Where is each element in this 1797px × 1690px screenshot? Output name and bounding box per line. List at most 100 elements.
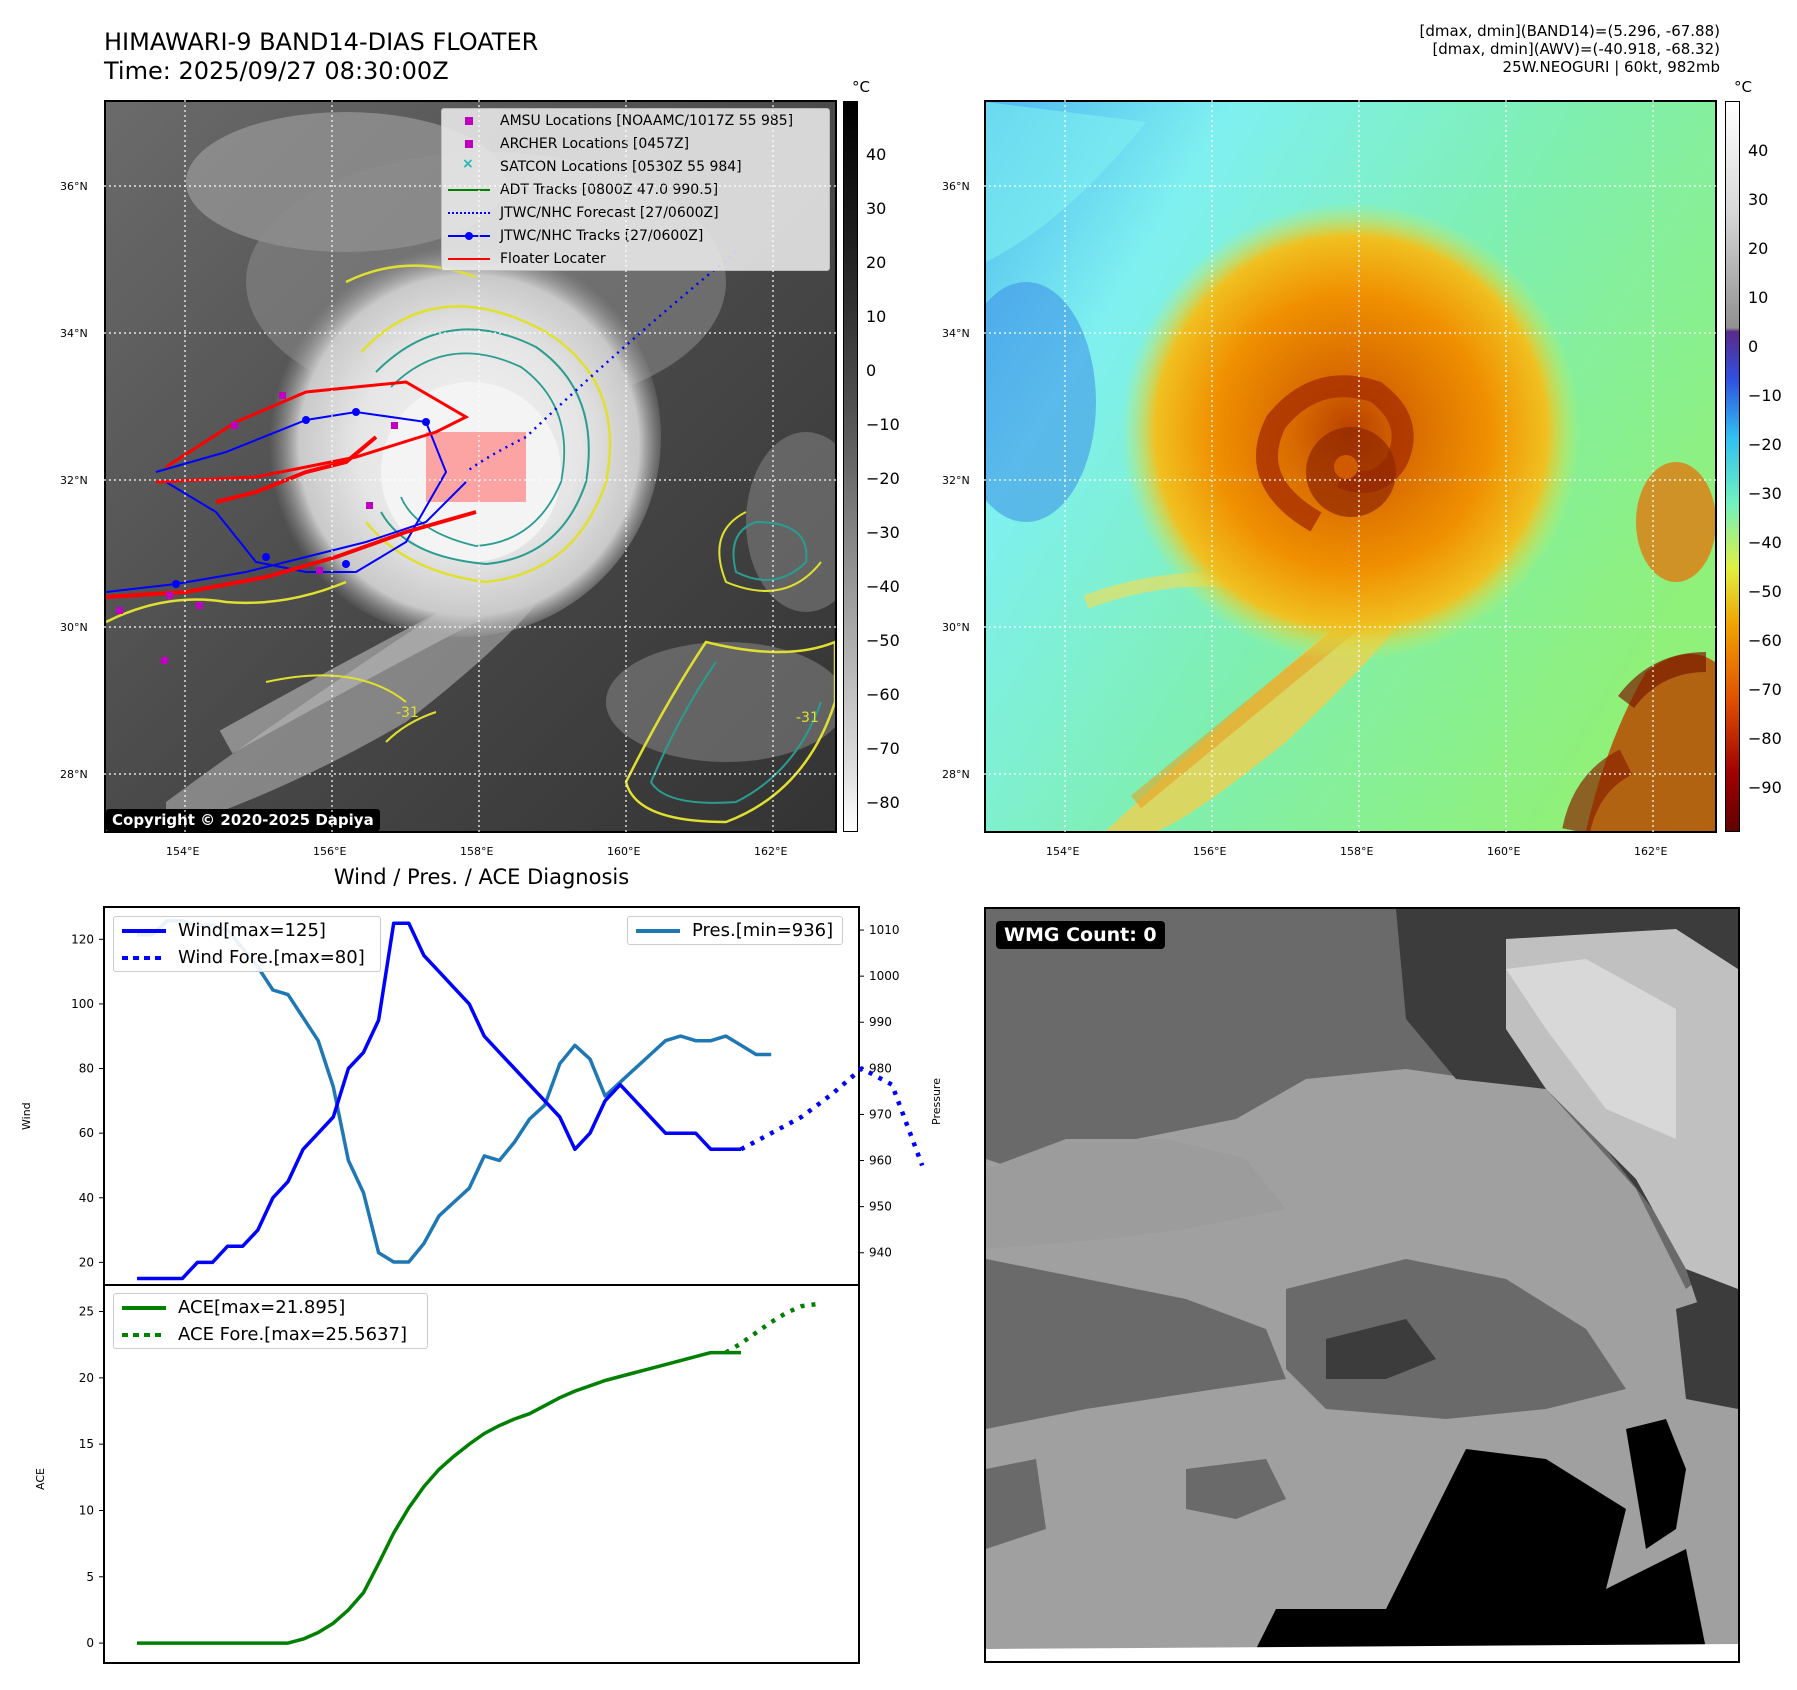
ace-tick-label: 25 (79, 1305, 94, 1319)
ir-colorbar-unit: °C (852, 78, 870, 96)
wv-colorbar-unit: °C (1734, 78, 1752, 96)
wv-colorbar-tick: −60 (1748, 631, 1782, 650)
ir-lon-label-156: 156°E (313, 845, 347, 858)
wv-colorbar-tick: −30 (1748, 484, 1782, 503)
wv-lon-label-160: 160°E (1487, 845, 1521, 858)
info-line1: [dmax, dmin](BAND14)=(5.296, -67.88) (1419, 22, 1720, 40)
wind-fore-legend-row: Wind Fore.[max=80] (114, 944, 380, 971)
wind-tick-label: 100 (71, 997, 94, 1011)
wv-lat-label-30: 30°N (942, 621, 970, 634)
ir-legend-label: ARCHER Locations [0457Z] (500, 135, 690, 152)
wv-colorbar-tick: 30 (1748, 190, 1769, 209)
ir-legend-item: AMSU Locations [NOAAMC/1017Z 55 985] (442, 109, 829, 132)
ir-colorbar-tick: −70 (866, 739, 900, 758)
info-line2: [dmax, dmin](AWV)=(-40.918, -68.32) (1432, 40, 1720, 58)
wv-colorbar-tick: −80 (1748, 729, 1782, 748)
ace-fore-legend-row: ACE Fore.[max=25.5637] (114, 1321, 427, 1348)
wv-colorbar-tick: 20 (1748, 239, 1769, 258)
ace-legend-swatch (122, 1305, 166, 1310)
wv-colorbar-tick: −10 (1748, 386, 1782, 405)
legend-symbol-icon (448, 183, 490, 197)
ace-ylabel: ACE (34, 1468, 47, 1490)
contour-label-2: -31 (796, 710, 819, 726)
wind-tick-label: 120 (71, 932, 94, 946)
ir-colorbar-tick: 20 (866, 253, 887, 272)
wv-colorbar-tick: −50 (1748, 582, 1782, 601)
pressure-legend-label: Pres.[min=936] (692, 920, 834, 941)
wv-map-gridlines (984, 100, 1717, 833)
ace-tick-label: 0 (86, 1636, 94, 1650)
wv-lon-label-156: 156°E (1193, 845, 1227, 858)
ir-lon-label-154: 154°E (166, 845, 200, 858)
ir-colorbar-tick: 10 (866, 307, 887, 326)
ir-legend-item: × SATCON Locations [0530Z 55 984] (442, 155, 829, 178)
ace-legend-row: ACE[max=21.895] (114, 1294, 427, 1321)
legend-symbol-icon (448, 114, 490, 128)
wv-colorbar-tick: −70 (1748, 680, 1782, 699)
legend-symbol-icon (448, 206, 490, 220)
ir-colorbar-tick: 0 (866, 361, 877, 380)
pressure-ylabel-wrap: Pressure (930, 1078, 954, 1195)
pressure-tick-label: 980 (869, 1061, 892, 1075)
ace-tick-label: 20 (79, 1371, 94, 1385)
pressure-ylabel: Pressure (930, 1078, 943, 1125)
wv-colorbar-tick: −90 (1748, 778, 1782, 797)
wv-lat-label-32: 32°N (942, 474, 970, 487)
pressure-tick-label: 950 (869, 1200, 892, 1214)
ir-legend-item: JTWC/NHC Forecast [27/0600Z] (442, 201, 829, 224)
ir-map-gridlines (104, 100, 837, 833)
ace-ylabel-wrap: ACE (34, 1468, 58, 1530)
ace-fore-legend-swatch (122, 1332, 166, 1337)
pressure-tick-label: 970 (869, 1107, 892, 1121)
ir-legend-label: AMSU Locations [NOAAMC/1017Z 55 985] (500, 112, 794, 129)
wv-map-image (986, 102, 1715, 831)
pressure-legend-swatch (636, 928, 680, 933)
ir-colorbar-tick: −40 (866, 577, 900, 596)
contour-label: -31 (396, 705, 419, 721)
ir-colorbar-tick: 40 (866, 145, 887, 164)
wind-legend-swatch (122, 928, 166, 933)
legend-symbol-icon (448, 252, 490, 266)
diagnosis-chart: 1201008060402010101000990980970960950940… (71, 906, 925, 1664)
ace-forecast-series-line (724, 1301, 817, 1355)
ir-legend-label: JTWC/NHC Tracks [27/0600Z] (500, 227, 704, 244)
ir-colorbar-tick: −10 (866, 415, 900, 434)
pressure-tick-label: 990 (869, 1015, 892, 1029)
wv-lat-label-28: 28°N (942, 768, 970, 781)
ir-lat-label-32: 32°N (60, 474, 88, 487)
pressure-tick-label: 1010 (869, 923, 900, 937)
wv-colorbar-tick: 0 (1748, 337, 1759, 356)
wind-series-line (137, 921, 741, 1281)
ace-fore-legend-label: ACE Fore.[max=25.5637] (178, 1324, 407, 1345)
ir-colorbar (843, 101, 858, 832)
wind-tick-label: 40 (79, 1191, 94, 1205)
wind-tick-label: 80 (79, 1062, 94, 1076)
ir-colorbar-tick: 30 (866, 199, 887, 218)
ir-lat-label-36: 36°N (60, 180, 88, 193)
ir-map-legend: AMSU Locations [NOAAMC/1017Z 55 985] ARCH… (441, 108, 830, 271)
wmg-panel: WMG Count: 0 (984, 907, 1740, 1663)
wmg-count-badge: WMG Count: 0 (996, 921, 1165, 949)
wind-legend-label: Wind[max=125] (178, 920, 326, 941)
ir-legend-item: ARCHER Locations [0457Z] (442, 132, 829, 155)
wv-colorbar-tick: −40 (1748, 533, 1782, 552)
wv-map-panel (984, 100, 1717, 833)
ir-lat-label-34: 34°N (60, 327, 88, 340)
wv-lat-label-36: 36°N (942, 180, 970, 193)
ace-axes-frame (103, 1284, 860, 1664)
wmg-image (986, 909, 1738, 1661)
ir-map-panel: -31 -31 Copyright © 2020-2025 Dapiya AMS… (104, 100, 837, 833)
ace-legend-label: ACE[max=21.895] (178, 1297, 346, 1318)
pressure-tick-label: 960 (869, 1154, 892, 1168)
pressure-tick-label: 1000 (869, 969, 900, 983)
pressure-legend-row: Pres.[min=936] (628, 917, 842, 944)
wind-ylabel-wrap: Wind (20, 1090, 44, 1130)
wind-tick-label: 60 (79, 1126, 94, 1140)
ir-colorbar-tick: −50 (866, 631, 900, 650)
legend-symbol-icon (448, 229, 490, 243)
wind-fore-legend-swatch (122, 955, 166, 960)
copyright-badge: Copyright © 2020-2025 Dapiya (106, 809, 380, 831)
ir-colorbar-tick: −20 (866, 469, 900, 488)
wv-lon-label-154: 154°E (1046, 845, 1080, 858)
diagnosis-title: Wind / Pres. / ACE Diagnosis (333, 865, 630, 889)
